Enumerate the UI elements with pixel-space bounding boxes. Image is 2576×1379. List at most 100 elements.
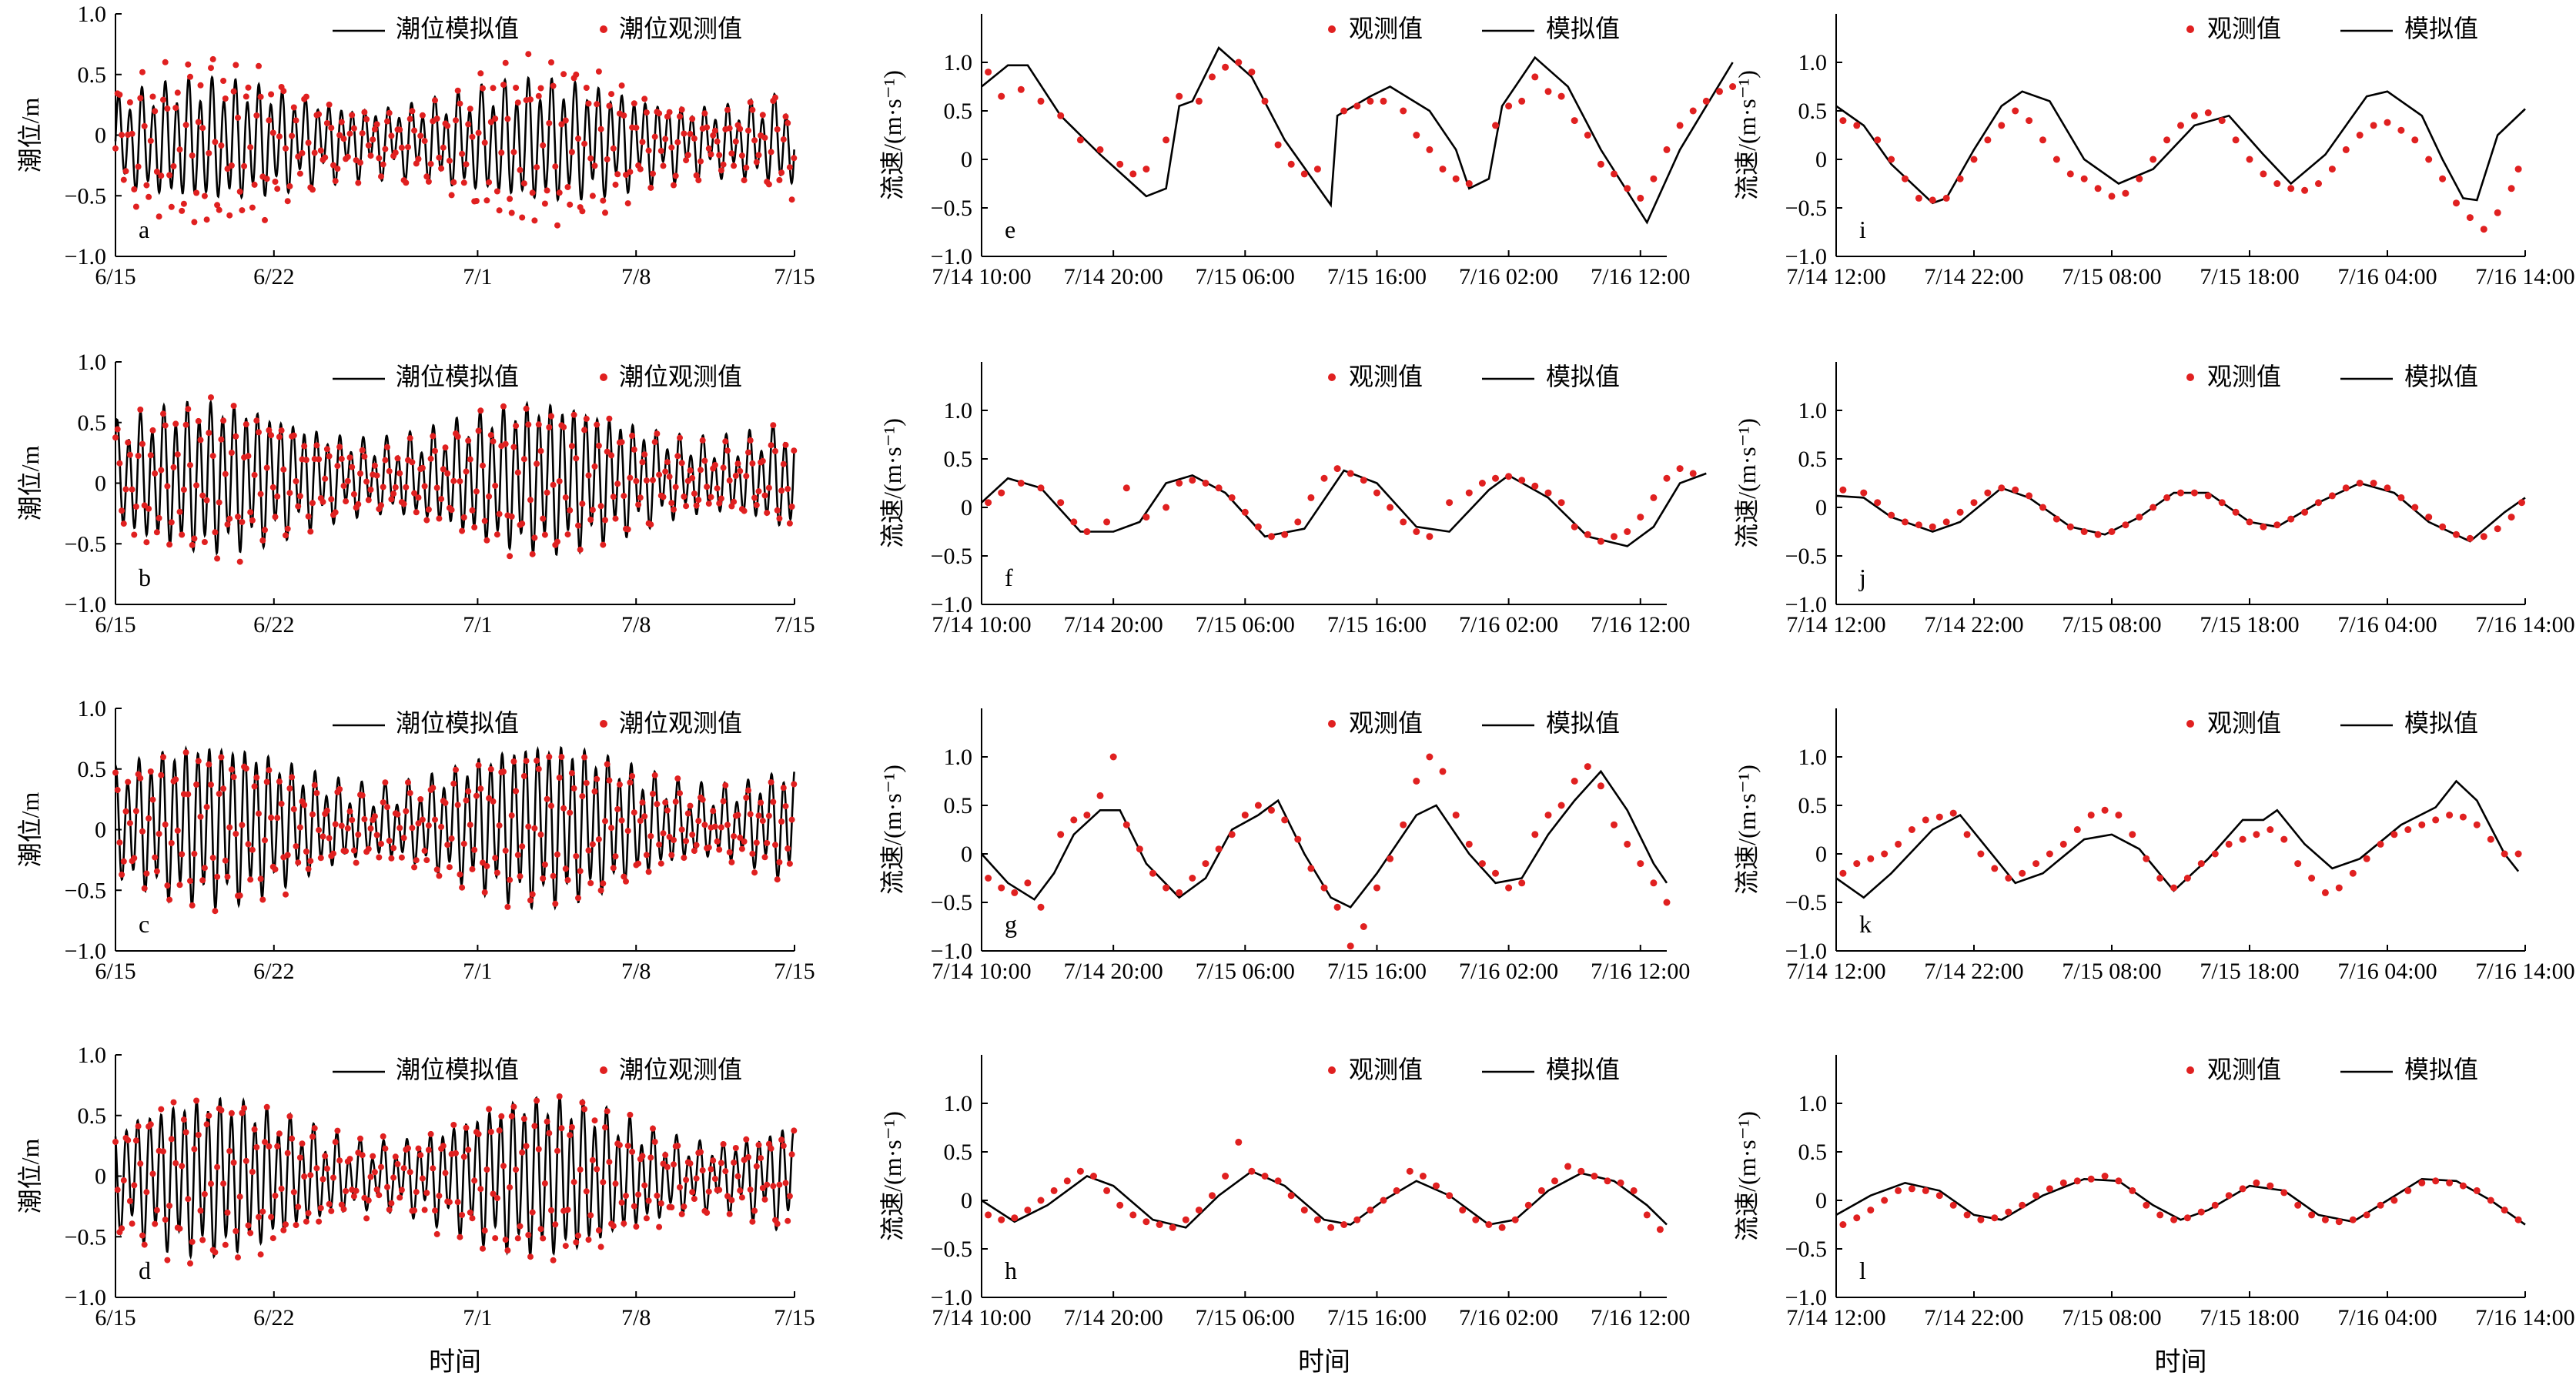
observed-point: [1057, 499, 1065, 507]
panel-letter: f: [1005, 564, 1013, 591]
observed-point: [299, 149, 306, 156]
observed-point: [1340, 1221, 1348, 1228]
observed-point: [650, 170, 656, 177]
x-tick-label: 7/16 04:00: [2337, 612, 2437, 638]
y-axis-title: 流速/(m·s⁻¹): [1733, 418, 1761, 548]
observed-point: [382, 457, 389, 464]
y-tick-label: −0.5: [1785, 890, 1827, 915]
observed-point: [610, 145, 617, 152]
observed-point: [759, 457, 766, 464]
observed-point: [125, 1136, 132, 1143]
observed-point: [208, 1180, 214, 1187]
x-tick-label: 7/15 08:00: [2062, 612, 2161, 638]
observed-point: [212, 1249, 219, 1256]
chart-panel-b: −1.0−0.500.51.06/15 6/22 7/1 7/8 7/15潮位/mb潮位…: [16, 350, 815, 638]
observed-point: [573, 455, 580, 462]
observed-point: [1888, 511, 1895, 519]
observed-point: [761, 1196, 768, 1203]
observed-point: [2507, 185, 2515, 192]
observed-point: [761, 492, 768, 499]
observed-point: [119, 132, 125, 139]
observed-point: [235, 1254, 241, 1261]
observed-point: [720, 161, 727, 168]
observed-point: [570, 785, 577, 792]
observed-point: [380, 1133, 386, 1140]
observed-point: [411, 1207, 418, 1214]
observed-point: [406, 790, 413, 796]
observed-point: [535, 1146, 542, 1153]
observed-point: [419, 112, 426, 119]
observed-point: [256, 810, 262, 817]
observed-point: [2039, 504, 2046, 511]
y-tick-label: 1.0: [944, 1091, 973, 1116]
observed-point: [664, 459, 671, 466]
x-tick-label: 7/16 02:00: [1459, 1305, 1558, 1330]
observed-point: [220, 785, 227, 792]
observed-point: [731, 833, 738, 840]
observed-point: [2480, 226, 2487, 233]
observed-point: [671, 506, 677, 513]
observed-point: [594, 775, 601, 782]
observed-point: [575, 895, 581, 902]
observed-point: [753, 502, 760, 508]
observed-point: [446, 1199, 453, 1206]
observed-point: [419, 816, 426, 823]
observed-point: [998, 1216, 1005, 1223]
observed-point: [419, 1175, 426, 1182]
observed-point: [135, 453, 142, 459]
observed-point: [373, 472, 380, 479]
observed-point: [724, 447, 731, 454]
observed-point: [222, 470, 229, 477]
observed-point: [386, 467, 393, 474]
observed-point: [664, 807, 671, 814]
observed-point: [405, 144, 411, 151]
observed-point: [330, 850, 336, 857]
observed-point: [293, 843, 299, 850]
observed-point: [1176, 480, 1183, 487]
x-tick-label: 7/1: [463, 264, 492, 290]
observed-point: [780, 460, 787, 467]
panel-letter: j: [1858, 564, 1866, 591]
observed-point: [162, 1217, 169, 1223]
observed-point: [350, 125, 357, 132]
observed-point: [1070, 816, 1078, 824]
legend-dot-observed: [2186, 373, 2194, 381]
observed-point: [651, 133, 658, 140]
observed-point: [1248, 1167, 1256, 1175]
observed-point: [668, 500, 675, 507]
observed-point: [442, 799, 449, 806]
observed-point: [1360, 923, 1367, 930]
observed-point: [618, 1199, 625, 1206]
observed-point: [540, 515, 547, 522]
observed-point: [1268, 533, 1275, 541]
observed-point: [597, 126, 604, 132]
observed-point: [737, 1187, 744, 1194]
observed-point: [295, 153, 302, 160]
observed-point: [160, 410, 166, 417]
observed-point: [2459, 813, 2467, 821]
y-tick-label: −1.0: [931, 244, 972, 269]
observed-point: [2046, 1185, 2053, 1193]
observed-point: [2177, 489, 2184, 497]
observed-point: [504, 903, 511, 910]
observed-point: [253, 774, 260, 781]
observed-point: [724, 106, 731, 113]
observed-point: [153, 169, 160, 175]
observed-point: [214, 873, 221, 880]
observed-point: [1261, 1173, 1269, 1180]
observed-point: [425, 506, 432, 513]
observed-point: [1209, 73, 1216, 81]
observed-point: [336, 132, 343, 139]
observed-point: [1380, 1197, 1387, 1204]
observed-point: [635, 860, 642, 867]
observed-point: [621, 493, 627, 500]
observed-point: [386, 1207, 393, 1213]
observed-point: [1413, 778, 1420, 785]
observed-point: [251, 1126, 258, 1133]
observed-point: [1182, 1216, 1189, 1223]
observed-point: [755, 812, 762, 819]
observed-point: [710, 132, 717, 139]
observed-point: [1287, 1192, 1295, 1200]
observed-point: [768, 149, 774, 156]
observed-point: [137, 775, 144, 782]
